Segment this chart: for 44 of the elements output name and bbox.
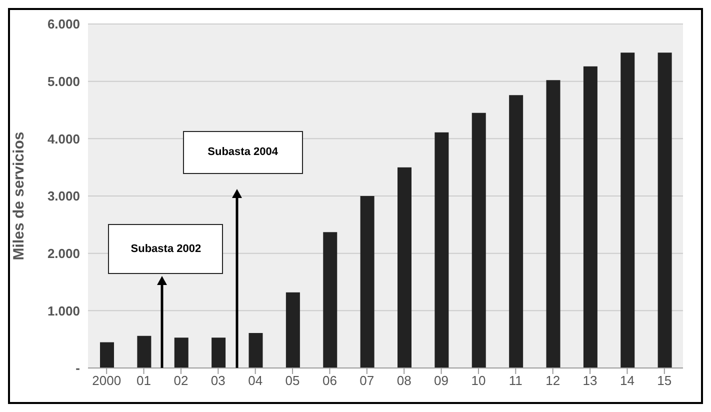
x-tick-label: 04 — [248, 373, 263, 388]
x-tick-label: 07 — [360, 373, 374, 388]
bar — [509, 95, 524, 368]
x-tick-label: 03 — [210, 373, 226, 388]
bar — [137, 336, 152, 368]
bar — [620, 52, 635, 368]
x-tick-label: 13 — [582, 373, 598, 388]
y-tick-label: 2.000 — [47, 246, 80, 261]
bar — [286, 292, 300, 368]
y-tick-label: 3.000 — [47, 188, 80, 204]
x-tick-label: 2000 — [92, 373, 122, 388]
bar — [546, 80, 560, 368]
bar — [174, 338, 188, 368]
y-tick-label: - — [76, 360, 80, 376]
callout-box: Subasta 2004 — [182, 130, 303, 174]
y-tick-label: 5.000 — [47, 74, 80, 89]
x-tick-label: 11 — [508, 373, 522, 388]
y-tick-label: 4.000 — [47, 131, 80, 146]
bar — [583, 66, 598, 368]
x-tick-label: 12 — [546, 373, 560, 388]
x-tick-label: 08 — [396, 373, 412, 388]
x-tick-label: 06 — [322, 373, 337, 388]
bar — [100, 342, 114, 368]
bar — [323, 232, 338, 368]
y-tick-label: 6.000 — [47, 16, 80, 32]
y-tick-label: 1.000 — [47, 303, 80, 318]
annotation: Subasta 2002 — [130, 242, 202, 255]
bar — [248, 333, 263, 368]
annotation: Subasta 2004 — [208, 146, 278, 158]
y-axis-title: Miles de servicios — [10, 132, 28, 260]
x-tick-label: 02 — [174, 373, 188, 388]
bar — [398, 167, 412, 368]
x-tick-label: 01 — [136, 373, 152, 388]
x-tick-label: 09 — [434, 373, 449, 388]
bar — [658, 52, 672, 368]
bar — [212, 338, 226, 368]
bar — [472, 112, 486, 368]
callout-box: Subasta 2002 — [108, 224, 224, 274]
x-tick-label: 15 — [657, 373, 672, 388]
bar — [360, 196, 374, 368]
x-tick-label: 10 — [471, 373, 486, 388]
x-tick-label: 05 — [285, 373, 300, 388]
bar — [434, 132, 449, 368]
x-tick-label: 14 — [620, 373, 634, 388]
